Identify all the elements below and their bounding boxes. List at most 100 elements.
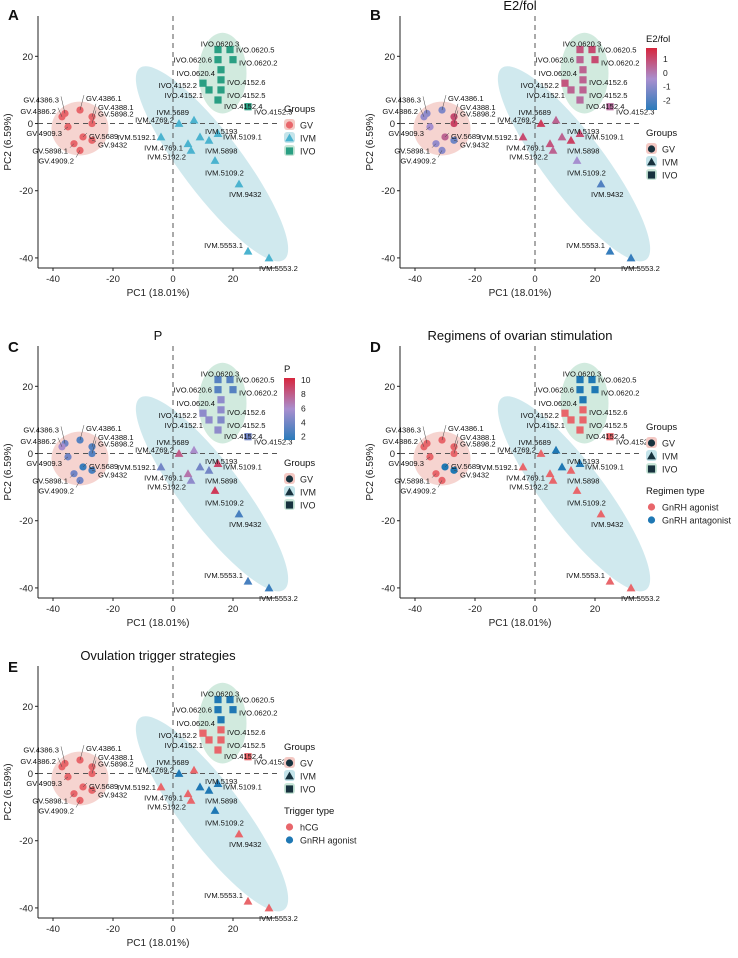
y-tick-label: 20 (384, 382, 395, 393)
label-leader (69, 473, 75, 478)
point-label: IVO.0620.6 (536, 56, 574, 65)
label-leader (69, 793, 75, 798)
data-point (426, 453, 434, 461)
data-point (234, 179, 244, 188)
y-tick-label: 20 (384, 52, 395, 63)
data-point (244, 753, 252, 761)
data-point (189, 115, 199, 124)
data-point (189, 765, 199, 774)
data-point (551, 115, 561, 124)
data-points (58, 376, 274, 592)
legend-marker (647, 503, 656, 511)
point-label: GV.9432 (98, 470, 127, 479)
point-label: GV.4388.1 (460, 103, 496, 112)
point-label: IVO.0620.6 (174, 386, 212, 395)
label-leader (91, 440, 97, 454)
point-label: IVM.5689 (156, 108, 189, 117)
point-label: IVO.0620.5 (598, 376, 636, 385)
point-label: IVO.4152.2 (159, 81, 197, 90)
data-point (576, 46, 584, 54)
x-tick-label: 20 (590, 604, 601, 615)
data-point (606, 433, 614, 441)
data-point (217, 416, 225, 424)
data-point (195, 462, 205, 471)
data-point (576, 376, 584, 384)
panel-A: A -40 -20 0 20 20 0 -20 -40 PC1 (18.01%) PC2 (6.59… (3, 7, 316, 299)
point-label: IVM.5192.1 (117, 463, 156, 472)
point-label: IVM.5192.1 (479, 463, 518, 472)
label-leader (63, 776, 69, 781)
colorbar-tick-label: 2 (301, 431, 306, 441)
legend-label: IVM (300, 488, 316, 498)
data-point (243, 246, 253, 255)
data-point (626, 253, 636, 262)
data-point (450, 466, 458, 474)
point-label: GV.4386.2 (20, 437, 56, 446)
data-point (438, 436, 446, 444)
data-point (210, 486, 220, 494)
point-labels: GV.4386.3 GV.4386.2 GV.4386.1GV.4388.1 GV.4… (382, 370, 659, 603)
point-label: GV.4388.1 (98, 433, 134, 442)
data-point (229, 56, 237, 64)
point-label: IVM.5192.2 (147, 482, 186, 491)
point-labels: GV.4386.3 GV.4386.2 GV.4386.1GV.4388.1 GV.4… (20, 40, 297, 273)
colorbar-title: E2/fol (646, 34, 670, 45)
legend-label: IVO (300, 501, 316, 511)
point-label: GV.5898.2 (460, 110, 496, 119)
y-tick-label: 0 (390, 449, 395, 460)
label-leader (425, 456, 431, 461)
data-point (205, 86, 213, 94)
legend-marker (285, 771, 294, 780)
x-axis-label: PC1 (18.01%) (127, 288, 190, 299)
point-label: IVM.5109.1 (585, 463, 624, 472)
data-point (195, 132, 205, 141)
label-leader (91, 433, 97, 447)
y-axis-label: PC2 (6.59%) (365, 443, 376, 500)
data-point (214, 376, 222, 384)
point-label: IVO.4152.4 (586, 432, 624, 441)
data-point (214, 426, 222, 434)
point-label: GV.4386.3 (23, 745, 59, 754)
x-tick-label: -20 (468, 604, 482, 615)
point-label: IVO.4152.5 (227, 741, 265, 750)
x-axis-label: PC1 (18.01%) (489, 618, 552, 629)
data-point (518, 132, 528, 141)
point-label: GV.4909.2 (400, 156, 436, 165)
point-label: IVO.0620.5 (598, 46, 636, 55)
point-label: IVM.5109.1 (223, 783, 262, 792)
point-label: IVO.0620.4 (177, 719, 215, 728)
data-point (579, 406, 587, 414)
data-point (217, 396, 225, 404)
colorbar-tick-label: -2 (663, 95, 671, 105)
y-axis-label: PC2 (6.59%) (3, 443, 14, 500)
point-label: IVO.4152.2 (521, 81, 559, 90)
legend-label: IVO (300, 147, 316, 157)
point-label: IVM.5109.1 (223, 133, 262, 142)
legend-marker (647, 157, 656, 166)
label-leader (91, 110, 97, 124)
colorbar-gradient (646, 48, 657, 110)
label-leader (75, 800, 81, 808)
colorbar-gradient (284, 378, 295, 440)
data-points (58, 46, 274, 262)
data-point (518, 462, 528, 471)
point-label: IVO.4152.6 (227, 78, 265, 87)
panel-letter: E (8, 659, 18, 676)
x-tick-label: -20 (106, 604, 120, 615)
point-label: IVO.0620.2 (601, 389, 639, 398)
point-label: IVM.5109.2 (567, 498, 606, 507)
legend-label: GnRH agonist (662, 503, 719, 513)
panel-title: Regimens of ovarian stimulation (428, 328, 613, 343)
label-leader (91, 140, 97, 142)
point-label: GV.4386.1 (448, 424, 484, 433)
data-point (217, 76, 225, 84)
point-label: IVO.4152.5 (589, 91, 627, 100)
point-label: IVM.4769.1 (144, 794, 183, 803)
data-point (226, 46, 234, 54)
data-point (199, 79, 207, 87)
data-point (588, 376, 596, 384)
x-tick-label: -20 (468, 274, 482, 285)
colorbar-tick-label: -1 (663, 82, 671, 92)
point-labels: GV.4386.3 GV.4386.2 GV.4386.1GV.4388.1 GV.4… (20, 370, 297, 603)
